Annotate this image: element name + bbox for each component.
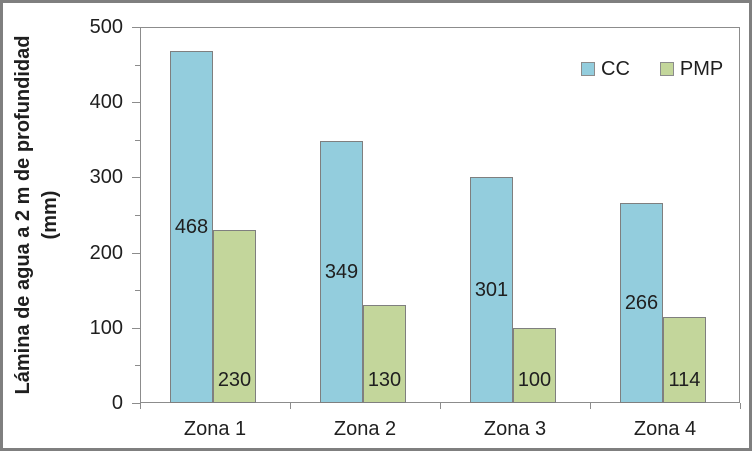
data-label-cc-zona-1: 468 — [174, 216, 209, 238]
data-label-pmp-zona-3: 100 — [517, 369, 552, 391]
bar-cc-zona-1: 468 — [170, 51, 213, 403]
y-major-tick — [132, 328, 140, 329]
y-tick-label: 300 — [89, 166, 123, 188]
data-label-pmp-zona-1: 230 — [217, 369, 252, 391]
data-label-cc-zona-2: 349 — [324, 261, 359, 283]
legend: CC PMP — [581, 59, 723, 79]
y-tick-label: 400 — [89, 91, 123, 113]
bar-cc-zona-4: 266 — [620, 203, 663, 403]
x-axis-tick — [440, 403, 441, 409]
y-major-tick — [132, 253, 140, 254]
data-label-pmp-zona-4: 114 — [668, 369, 701, 391]
x-axis-tick — [140, 403, 141, 409]
y-minor-tick — [135, 65, 140, 66]
legend-item-cc: CC — [581, 59, 630, 79]
y-major-tick — [132, 27, 140, 28]
category-label-zona-3: Zona 3 — [483, 418, 547, 440]
bar-pmp-zona-1: 230 — [213, 230, 256, 403]
legend-item-pmp: PMP — [659, 58, 724, 80]
legend-label-cc: CC — [601, 58, 630, 80]
category-label-zona-4: Zona 4 — [633, 418, 697, 440]
category-label-zona-2: Zona 2 — [333, 418, 397, 440]
y-axis-title: Lámina de agua a 2 m de profundidad (mm) — [10, 15, 64, 415]
bar-pmp-zona-2: 130 — [363, 305, 406, 403]
bar-cc-zona-3: 301 — [470, 177, 513, 403]
y-minor-tick — [135, 140, 140, 141]
legend-swatch-pmp — [659, 62, 674, 76]
y-minor-tick — [135, 215, 140, 216]
y-minor-tick — [135, 365, 140, 366]
y-tick-label: 100 — [89, 317, 123, 339]
y-major-tick — [132, 177, 140, 178]
legend-swatch-cc — [581, 62, 595, 76]
bar-cc-zona-2: 349 — [320, 141, 363, 403]
legend-label-pmp: PMP — [679, 58, 724, 80]
y-tick-label: 500 — [89, 16, 123, 38]
y-axis-title-line1: Lámina de agua a 2 m de profundidad — [12, 35, 34, 395]
y-axis-title-line2: (mm) — [39, 190, 61, 240]
data-label-cc-zona-3: 301 — [474, 279, 509, 301]
bar-pmp-zona-3: 100 — [513, 328, 556, 403]
y-major-tick — [132, 102, 140, 103]
y-tick-label: 0 — [111, 392, 123, 414]
y-major-tick — [132, 403, 140, 404]
y-tick-label: 200 — [89, 242, 123, 264]
data-label-pmp-zona-2: 130 — [367, 369, 402, 391]
x-axis-tick — [290, 403, 291, 409]
data-label-cc-zona-4: 266 — [624, 292, 659, 314]
y-minor-tick — [135, 290, 140, 291]
category-label-zona-1: Zona 1 — [183, 418, 247, 440]
x-axis-tick — [590, 403, 591, 409]
x-axis-tick — [740, 403, 741, 409]
bar-pmp-zona-4: 114 — [663, 317, 706, 403]
